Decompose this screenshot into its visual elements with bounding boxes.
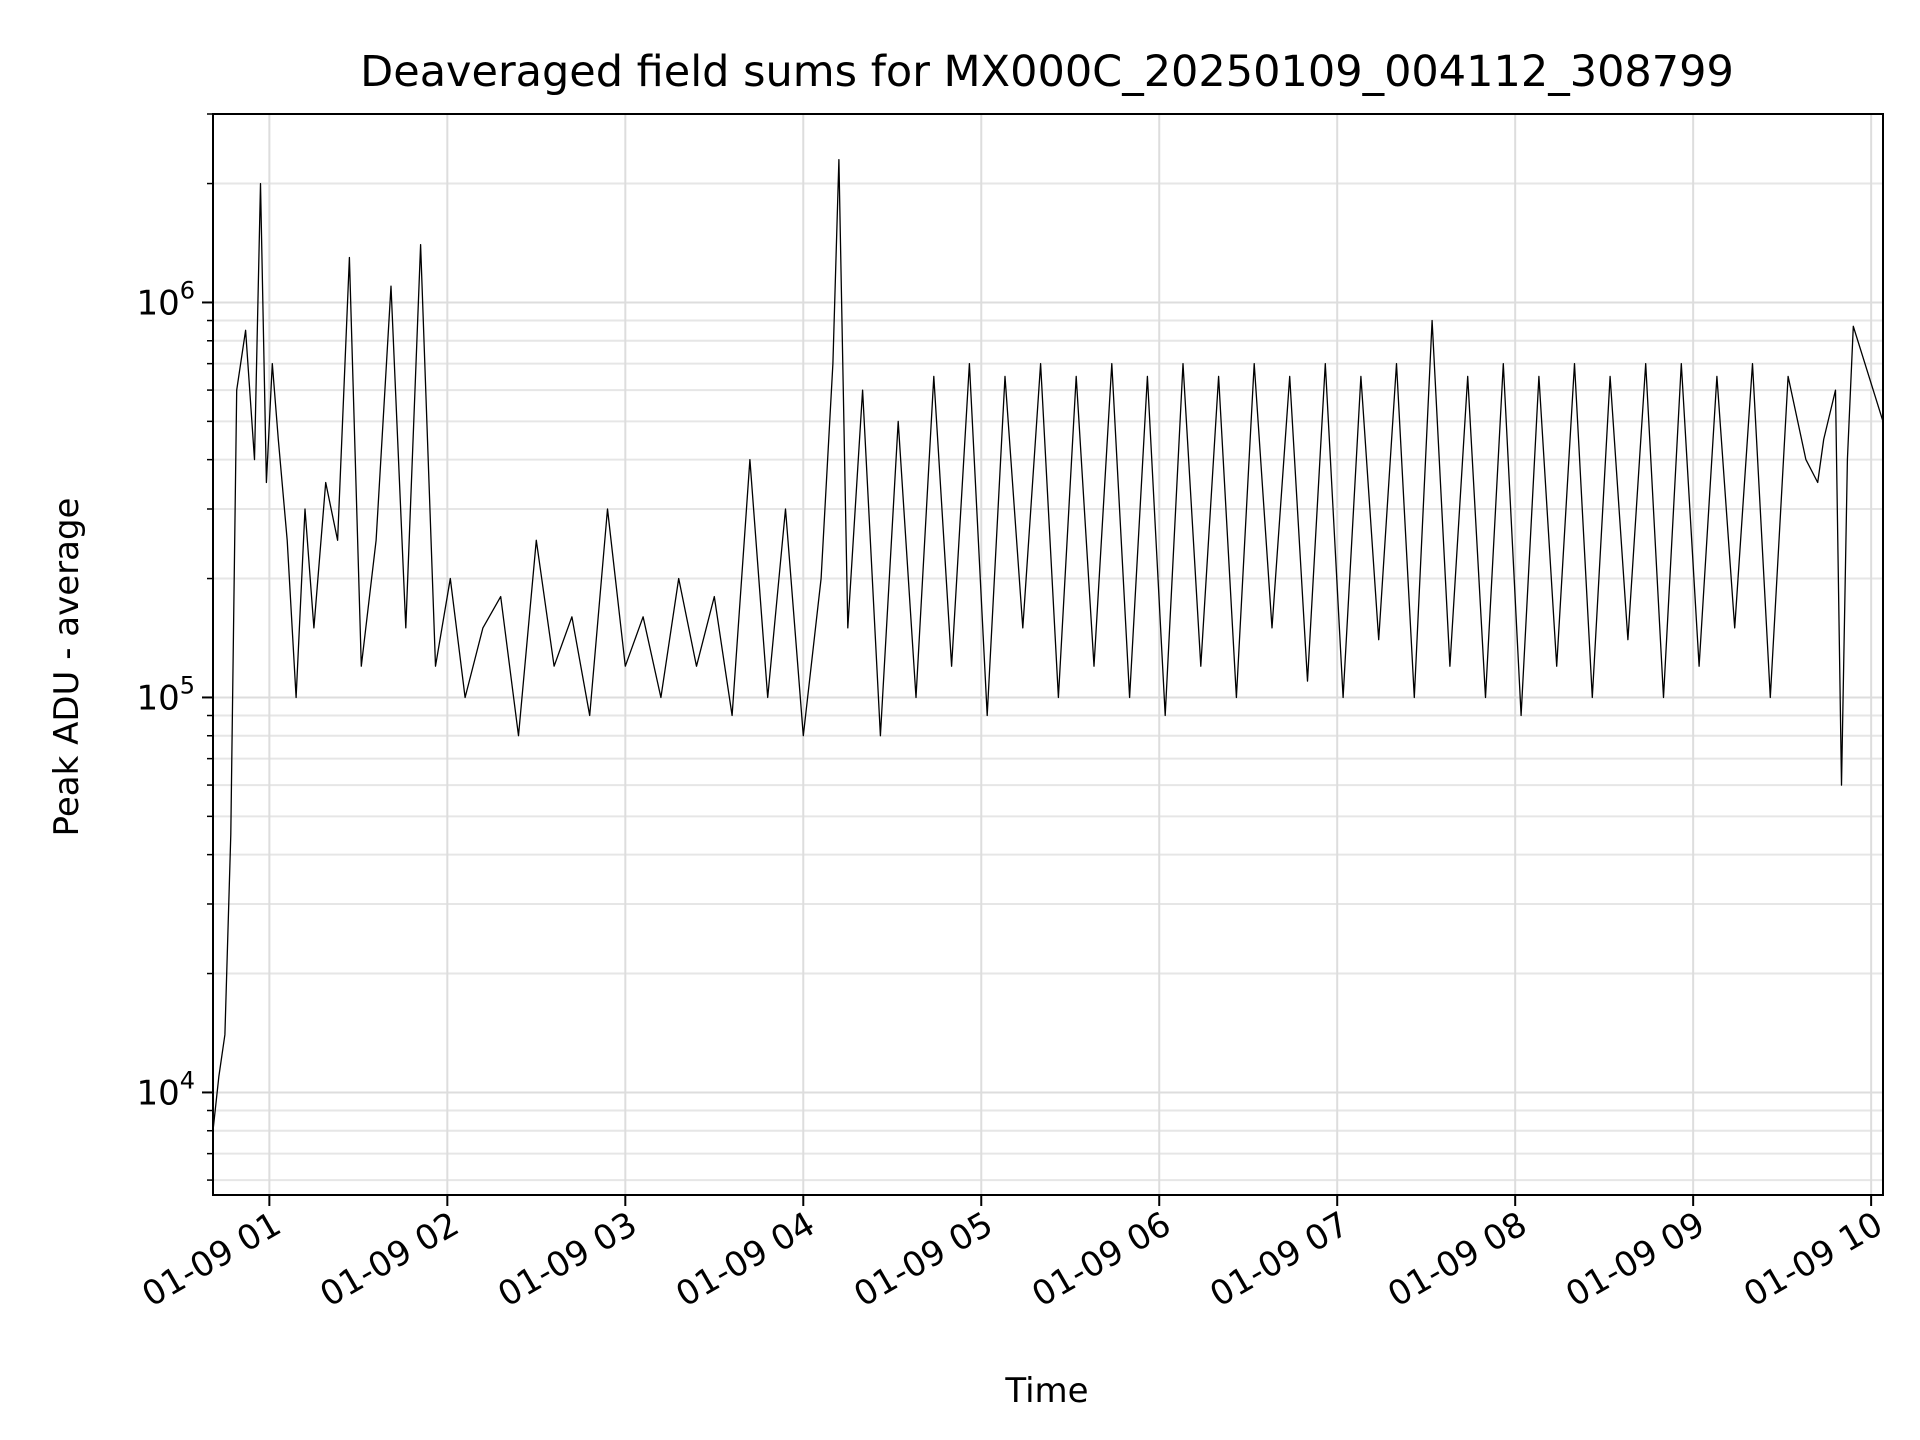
plot-frame xyxy=(212,113,1884,1196)
x-tick-label: 01-09 03 xyxy=(491,1204,643,1315)
x-tick-label: 01-09 06 xyxy=(1025,1204,1177,1315)
y-tick-base: 10 xyxy=(136,1073,179,1113)
y-tick-label: 106 xyxy=(136,276,195,323)
x-axis: 01-09 01 01-09 02 01-09 03 01-09 04 01-09 05… xyxy=(135,1195,1890,1315)
x-tick-label: 01-09 02 xyxy=(313,1204,465,1315)
minor-grid xyxy=(213,113,1883,1182)
series-line xyxy=(212,158,1884,1131)
x-tick-label: 01-09 07 xyxy=(1203,1204,1355,1315)
major-grid xyxy=(213,114,1883,1195)
y-tick-exponent: 4 xyxy=(180,1066,195,1094)
x-axis-label: Time xyxy=(1004,1371,1088,1411)
x-tick-label: 01-09 01 xyxy=(135,1204,287,1315)
y-tick-base: 10 xyxy=(136,283,179,323)
x-tick-label: 01-09 10 xyxy=(1737,1204,1889,1315)
chart-title: Deaveraged field sums for MX000C_2025010… xyxy=(360,47,1734,97)
y-axis-label: Peak ADU - average xyxy=(47,498,87,837)
x-tick-label: 01-09 05 xyxy=(847,1204,999,1315)
x-tick-label: 01-09 04 xyxy=(669,1204,821,1315)
y-tick-base: 10 xyxy=(136,678,179,718)
y-tick-exponent: 6 xyxy=(180,276,195,304)
x-tick-label: 01-09 08 xyxy=(1381,1204,1533,1315)
y-tick-label: 104 xyxy=(136,1066,195,1113)
x-tick-label: 01-09 09 xyxy=(1559,1204,1711,1315)
y-tick-exponent: 5 xyxy=(180,671,195,699)
y-tick-label: 105 xyxy=(136,671,195,718)
